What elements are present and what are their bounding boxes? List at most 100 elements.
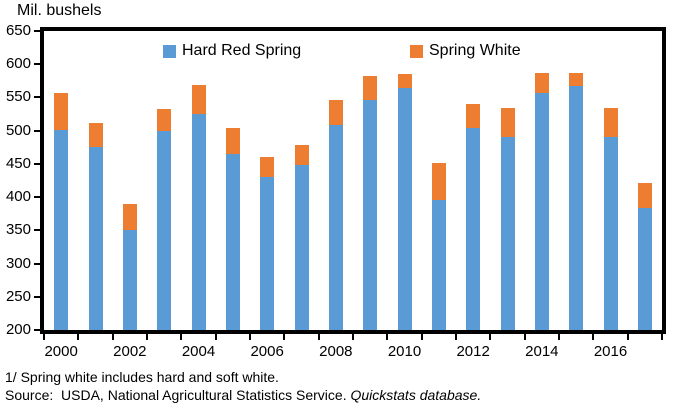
x-axis-tick [626,334,629,340]
bar-segment-hard-red-spring [157,131,172,330]
x-axis-tick [283,334,286,340]
bar-2006 [260,157,275,330]
y-axis-tick [34,96,40,99]
bar-segment-spring-white [397,73,412,89]
y-axis-label: 250 [5,287,31,305]
x-axis-tick [146,334,148,340]
y-axis-label: 300 [5,254,31,272]
bar-segment-spring-white [54,92,69,131]
y-axis-label: 650 [5,22,31,39]
bar-segment-spring-white [637,182,652,208]
y-axis-label: 600 [5,55,31,73]
legend-label-hard-red-spring: Hard Red Spring [182,42,302,59]
bar-segment-spring-white [88,123,103,147]
y-axis-tick [34,262,40,265]
bar-segment-spring-white [500,108,515,138]
bar-2003 [157,109,172,330]
bar-segment-spring-white [431,162,446,200]
source-line: Source: USDA, National Agricultural Stat… [5,387,481,403]
y-axis-tick [34,129,40,132]
bar-2002 [122,204,137,330]
bar-segment-hard-red-spring [363,100,378,330]
bar-2016 [603,108,618,330]
y-axis-label: 450 [5,154,31,172]
x-axis-tick [77,334,80,340]
bar-segment-hard-red-spring [500,137,515,330]
bar-segment-spring-white [260,157,275,177]
y-axis-tick [34,329,40,331]
bar-segment-hard-red-spring [466,128,481,330]
y-axis-label: 550 [5,88,31,106]
x-axis-label: 2014 [525,343,559,360]
chart-title: Mil. bushels [17,2,102,19]
x-axis-tick [592,334,595,340]
y-axis-tick [34,30,40,32]
bar-segment-spring-white [191,84,206,115]
y-axis-label: 500 [5,121,31,139]
y-axis-label: 200 [5,321,31,338]
bar-2011 [431,162,446,330]
bar-2000 [54,92,69,330]
bar-2005 [225,128,240,330]
bar-2012 [466,104,481,330]
legend-label-spring-white: Spring White [429,42,521,59]
x-axis-tick [558,334,560,340]
x-axis-tick [249,334,251,340]
bar-segment-spring-white [122,204,137,230]
bar-2007 [294,145,309,330]
x-axis-label: 2016 [593,343,628,360]
x-axis-tick [661,334,663,340]
y-axis-tick [34,63,40,66]
plot-area [40,27,666,334]
y-axis-tick [34,162,40,165]
bar-segment-spring-white [328,100,343,125]
y-axis-tick [34,229,40,232]
x-axis-tick [523,334,526,340]
bar-2015 [569,72,584,330]
legend-item-hard-red-spring: Hard Red Spring [163,42,301,60]
bar-segment-hard-red-spring [54,130,69,330]
source-text: Source: USDA, National Agricultural Stat… [5,387,351,403]
bar-segment-spring-white [569,72,584,86]
x-axis-tick [317,334,320,340]
bar-2009 [363,75,378,330]
legend-swatch-spring-white-icon [410,44,423,58]
bar-2017 [637,182,652,330]
bar-segment-hard-red-spring [328,124,343,330]
bar-segment-hard-red-spring [637,207,652,330]
x-axis-label: 2006 [250,343,284,360]
x-axis-label: 2000 [44,343,78,360]
bar-segment-hard-red-spring [225,153,240,330]
legend-item-spring-white: Spring White [410,42,521,60]
bar-segment-hard-red-spring [534,93,549,330]
x-axis-tick [455,334,457,340]
bar-segment-spring-white [603,108,618,137]
bar-segment-hard-red-spring [431,199,446,330]
x-axis-tick [111,334,114,340]
bar-segment-hard-red-spring [569,85,584,330]
bar-segment-spring-white [466,104,481,129]
footnote: 1/ Spring white includes hard and soft w… [5,369,279,385]
x-axis-tick [352,334,354,340]
bar-segment-spring-white [294,145,309,165]
x-axis-tick [489,334,492,340]
bars-layer [44,31,662,330]
bar-2001 [88,123,103,330]
bar-segment-spring-white [225,128,240,154]
bar-segment-hard-red-spring [397,88,412,330]
bar-segment-hard-red-spring [260,176,275,330]
bar-segment-spring-white [363,75,378,101]
bar-2010 [397,73,412,330]
bar-2014 [534,72,549,330]
bar-segment-hard-red-spring [122,229,137,330]
y-axis-label: 400 [5,188,31,206]
legend-swatch-hard-red-spring-icon [163,44,176,58]
x-axis-tick [180,334,183,340]
x-axis-tick [43,334,45,340]
bar-segment-hard-red-spring [294,164,309,330]
x-axis-label: 2004 [181,343,216,360]
bar-2004 [191,84,206,330]
x-axis-label: 2002 [113,343,147,360]
x-axis-label: 2008 [319,343,353,360]
